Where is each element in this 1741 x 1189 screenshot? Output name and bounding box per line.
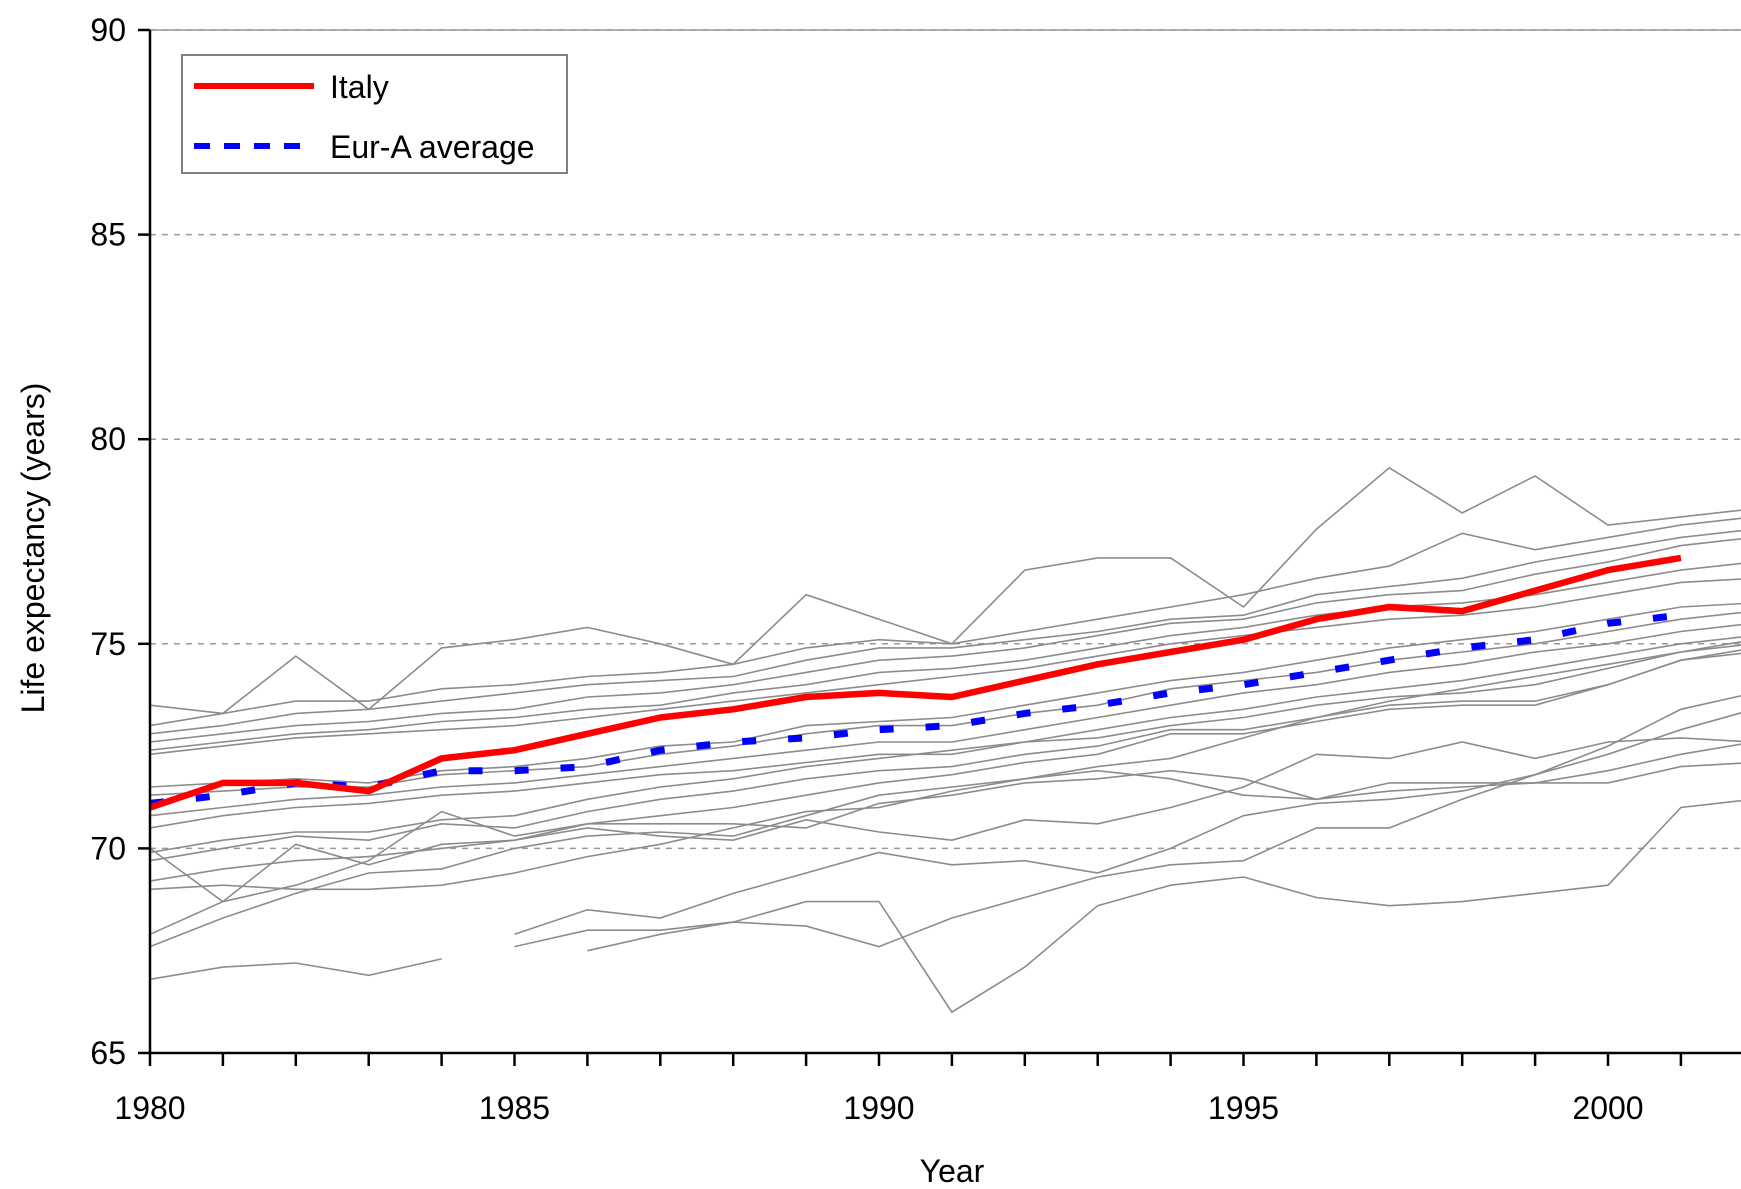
y-axis-title: Life expectancy (years) (15, 383, 51, 714)
legend-average-label: Eur-A average (330, 129, 535, 165)
background-line-18 (149, 958, 442, 981)
background-line-5 (149, 562, 1741, 751)
x-tick-label-1980: 1980 (114, 1090, 185, 1126)
tick-labels: 65 70 75 80 85 90 1980 1985 1990 1995 2000 (90, 12, 1643, 1126)
background-line-8 (149, 611, 1741, 796)
y-tick-label-90: 90 (90, 12, 126, 48)
background-line-14 (149, 743, 1741, 903)
y-tick-label-65: 65 (90, 1035, 126, 1071)
background-line-15 (149, 737, 1741, 936)
background-line-3 (149, 529, 1741, 735)
background-line-6 (149, 578, 1741, 756)
background-line-17 (149, 641, 1741, 891)
y-tick-label-85: 85 (90, 217, 126, 253)
x-tick-label-1995: 1995 (1208, 1090, 1279, 1126)
legend-box (181, 54, 568, 174)
highlighted-series (148, 554, 1682, 811)
x-axis-title: Year (920, 1153, 985, 1189)
background-line-16 (149, 762, 1741, 948)
y-tick-label-80: 80 (90, 421, 126, 457)
italy-line (148, 554, 1682, 811)
background-line-21 (587, 694, 1741, 952)
y-tick-label-75: 75 (90, 626, 126, 662)
legend-italy-label: Italy (330, 69, 389, 105)
gridlines (150, 29, 1741, 850)
background-line-19 (514, 712, 1741, 936)
background-line-10 (149, 636, 1741, 829)
background-line-4 (149, 538, 1741, 743)
x-tick-label-1990: 1990 (843, 1090, 914, 1126)
x-tick-label-1985: 1985 (479, 1090, 550, 1126)
background-line-7 (149, 602, 1741, 788)
background-line-11 (149, 644, 1741, 854)
background-line-9 (149, 623, 1741, 817)
background-line-2 (149, 517, 1741, 727)
axes (138, 28, 1741, 1066)
x-tick-label-2000: 2000 (1572, 1090, 1643, 1126)
y-tick-label-70: 70 (90, 830, 126, 866)
background-line-12 (149, 649, 1741, 862)
background-country-lines (149, 466, 1741, 1014)
legend: Italy Eur-A average (181, 54, 568, 174)
